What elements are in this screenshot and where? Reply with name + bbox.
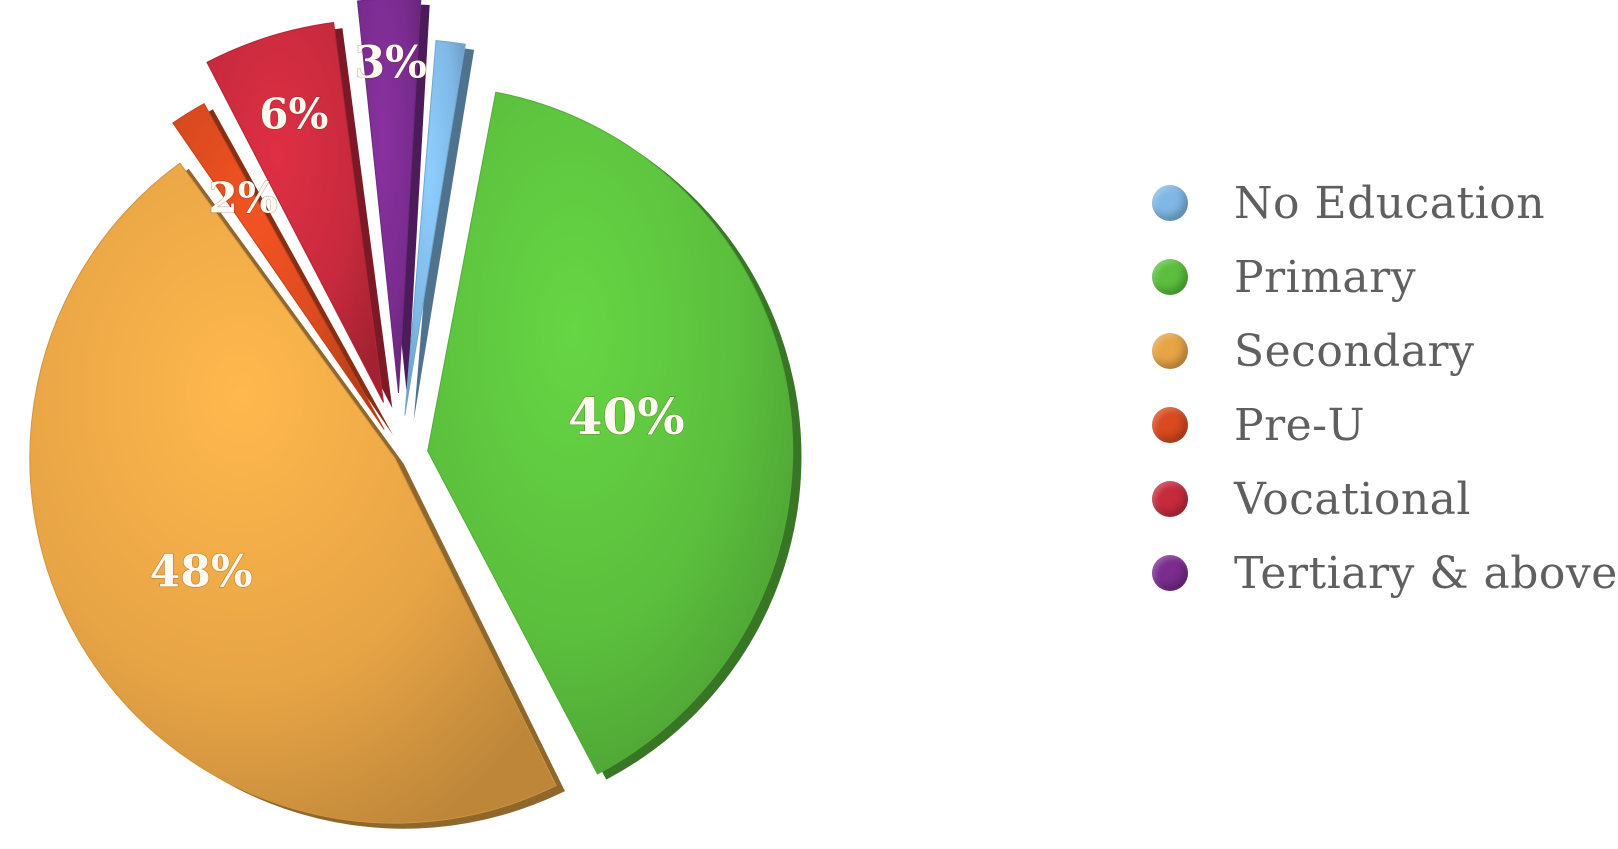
legend-label-pre-u: Pre-U xyxy=(1234,399,1366,451)
slice-label-pre-u: 2% xyxy=(209,174,278,223)
pie-slice-primary xyxy=(427,91,794,775)
legend-label-secondary: Secondary xyxy=(1234,325,1475,377)
pie-slice-layer xyxy=(29,0,794,824)
legend-label-primary: Primary xyxy=(1234,251,1417,303)
legend-item-pre-u: Pre-U xyxy=(1152,388,1612,462)
pie-slice-secondary xyxy=(29,162,557,824)
pie-slice-tertiary-and-above xyxy=(356,0,422,394)
legend-item-no-education: No Education xyxy=(1152,166,1612,240)
legend-swatch-no-education xyxy=(1152,185,1188,221)
legend-swatch-vocational xyxy=(1152,481,1188,517)
legend-swatch-pre-u xyxy=(1152,407,1188,443)
slice-label-vocational: 6% xyxy=(259,89,328,138)
pie-label-layer: 40% 48% 2% 6% 3% xyxy=(149,37,685,598)
legend-label-tertiary-and-above: Tertiary & above xyxy=(1234,547,1618,599)
legend-label-no-education: No Education xyxy=(1234,177,1546,229)
legend-swatch-secondary xyxy=(1152,333,1188,369)
pie-slice-pre-u xyxy=(172,102,385,430)
slice-label-secondary: 48% xyxy=(150,547,253,598)
legend-label-vocational: Vocational xyxy=(1234,473,1471,525)
legend-item-primary: Primary xyxy=(1152,240,1612,314)
legend-swatch-primary xyxy=(1152,259,1188,295)
pie-slice-no-education xyxy=(404,40,466,416)
legend-item-vocational: Vocational xyxy=(1152,462,1612,536)
slice-depth-no-education xyxy=(413,46,475,421)
pie-slice-vocational xyxy=(206,21,384,403)
legend: No Education Primary Secondary Pre-U Voc… xyxy=(1152,166,1617,610)
legend-item-secondary: Secondary xyxy=(1152,314,1612,388)
legend-item-tertiary-and-above: Tertiary & above xyxy=(1152,536,1617,610)
slice-label-primary: 40% xyxy=(568,387,685,446)
legend-swatch-tertiary-and-above xyxy=(1152,555,1188,591)
slice-label-tertiary-and-above: 3% xyxy=(355,37,427,88)
